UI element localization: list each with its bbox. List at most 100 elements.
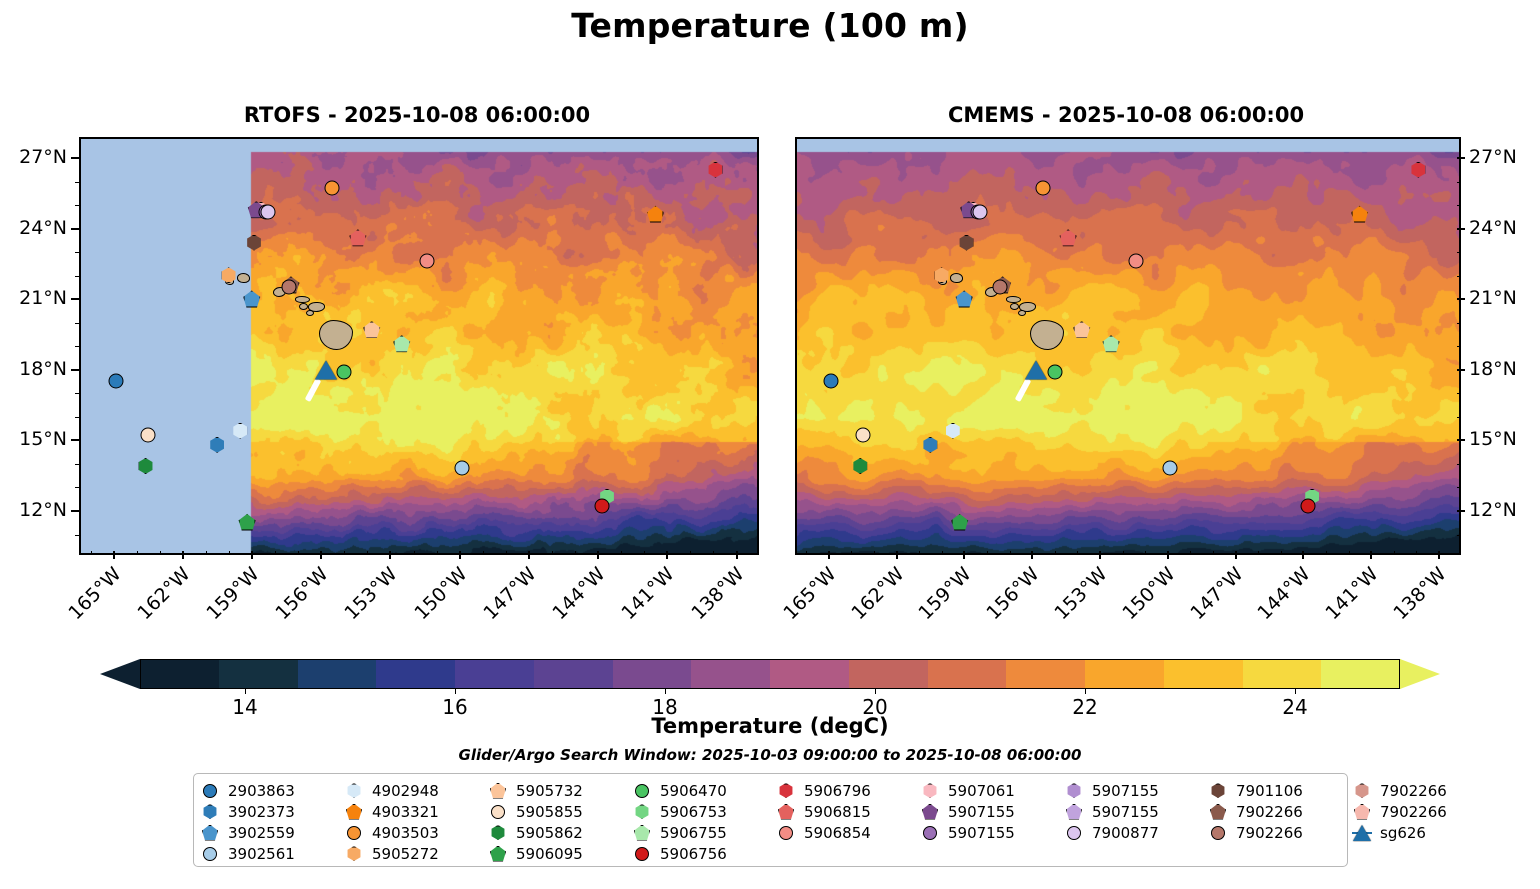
legend-item-5906854[interactable]: 5906854: [776, 822, 920, 843]
legend-item-7902266[interactable]: 7902266: [1208, 801, 1352, 822]
xtick-minor-1--142: [1348, 551, 1350, 555]
glider-marker-sg626[interactable]: [314, 360, 337, 380]
map-panel-rtofs[interactable]: [79, 137, 759, 555]
xtick-0-2: [251, 551, 254, 559]
legend-item-2903863[interactable]: 2903863: [200, 780, 344, 801]
map-marker-5906796[interactable]: [1409, 161, 1427, 179]
map-marker-2903863[interactable]: [822, 372, 840, 390]
map-marker-3902373[interactable]: [208, 436, 226, 454]
legend-marker-pentagon-icon: [200, 823, 220, 843]
colorbar-max-arrow: [1400, 659, 1440, 689]
map-marker-3902561[interactable]: [453, 459, 471, 477]
legend-item-4902948[interactable]: 4902948: [344, 780, 488, 801]
legend-item-3902559[interactable]: 3902559: [200, 822, 344, 843]
map-marker-5906755[interactable]: [393, 335, 411, 353]
legend-item-7901106[interactable]: 7901106: [1208, 780, 1352, 801]
legend-item-sg626[interactable]: sg626: [1352, 822, 1496, 843]
map-marker-7900877[interactable]: [259, 203, 277, 221]
legend-label: 4902948: [372, 781, 439, 800]
map-marker-7902266b[interactable]: [280, 278, 298, 296]
legend-item-5906815[interactable]: 5906815: [776, 801, 920, 822]
legend-item-5906756[interactable]: 5906756: [632, 843, 776, 864]
legend-item-7902266[interactable]: 7902266: [1352, 780, 1496, 801]
map-marker-5906755[interactable]: [1102, 335, 1120, 353]
map-marker-5906854[interactable]: [418, 252, 436, 270]
legend-item-5905272[interactable]: 5905272: [344, 843, 488, 864]
colorbar-segment-10: [927, 659, 1007, 689]
map-marker-5906470[interactable]: [335, 363, 353, 381]
legend-item-5907155[interactable]: 5907155: [920, 801, 1064, 822]
xtick-minor-1--158: [987, 551, 989, 555]
map-marker-5905732[interactable]: [363, 321, 381, 339]
xtick-1-1: [895, 551, 898, 559]
map-marker-5905272[interactable]: [933, 266, 951, 284]
legend-item-5906470[interactable]: 5906470: [632, 780, 776, 801]
legend-item-5905855[interactable]: 5905855: [488, 801, 632, 822]
legend-item-7902266[interactable]: 7902266: [1352, 801, 1496, 822]
map-marker-3902559[interactable]: [243, 290, 261, 308]
legend-item-5906753[interactable]: 5906753: [632, 801, 776, 822]
map-marker-5905862[interactable]: [137, 457, 155, 475]
map-marker-7901106[interactable]: [245, 234, 263, 252]
map-marker-5906815[interactable]: [1059, 229, 1077, 247]
legend-item-5906755[interactable]: 5906755: [632, 822, 776, 843]
map-marker-5906095[interactable]: [238, 513, 256, 531]
map-marker-5905855[interactable]: [854, 426, 872, 444]
map-marker-4903503[interactable]: [1034, 179, 1052, 197]
legend-item-4903321[interactable]: 4903321: [344, 801, 488, 822]
map-marker-4903321[interactable]: [1351, 205, 1369, 223]
map-marker-7900877[interactable]: [971, 203, 989, 221]
map-marker-5906756[interactable]: [593, 497, 611, 515]
legend-item-5905732[interactable]: 5905732: [488, 780, 632, 801]
map-marker-4903503[interactable]: [323, 179, 341, 197]
legend-item-5907155[interactable]: 5907155: [1064, 780, 1208, 801]
island-hawaii: [1029, 320, 1064, 351]
legend-item-5906796[interactable]: 5906796: [776, 780, 920, 801]
map-marker-5905855[interactable]: [139, 426, 157, 444]
map-marker-2903863[interactable]: [107, 372, 125, 390]
ytick-r-3: [1457, 368, 1465, 371]
legend-item-3902373[interactable]: 3902373: [200, 801, 344, 822]
map-panel-cmems[interactable]: [795, 137, 1461, 555]
map-marker-5905272[interactable]: [220, 266, 238, 284]
map-marker-5906756[interactable]: [1299, 497, 1317, 515]
map-marker-5905862[interactable]: [851, 457, 869, 475]
map-marker-5906854[interactable]: [1127, 252, 1145, 270]
glider-marker-sg626[interactable]: [1025, 360, 1048, 380]
map-marker-7902266b[interactable]: [991, 278, 1009, 296]
xtick-0-8: [666, 551, 669, 559]
map-marker-4903321[interactable]: [646, 205, 664, 223]
island-molokai: [1006, 295, 1022, 303]
xtick-minor-0--157: [298, 551, 300, 555]
colorbar-segment-6: [612, 659, 692, 689]
legend-item-5907061[interactable]: 5907061: [920, 780, 1064, 801]
colorbar[interactable]: 14 16 18 20 22 24: [100, 659, 1440, 719]
xtick-minor-0--166: [90, 551, 92, 555]
legend-item-7902266[interactable]: 7902266: [1208, 822, 1352, 843]
map-marker-5906470[interactable]: [1046, 363, 1064, 381]
legend-item-5907155[interactable]: 5907155: [1064, 801, 1208, 822]
legend-marker-circle-icon: [344, 823, 364, 843]
legend-label: 3902561: [228, 844, 295, 863]
legend-item-5907155[interactable]: 5907155: [920, 822, 1064, 843]
legend-item-3902561[interactable]: 3902561: [200, 843, 344, 864]
island-lanai: [298, 302, 308, 310]
map-marker-7901106[interactable]: [957, 234, 975, 252]
island-maui: [308, 302, 326, 312]
map-marker-3902373[interactable]: [921, 436, 939, 454]
legend-item-7900877[interactable]: 7900877: [1064, 822, 1208, 843]
legend-item-4903503[interactable]: 4903503: [344, 822, 488, 843]
legend-marker-circle-icon: [1064, 823, 1084, 843]
legend[interactable]: 2903863 3902373 3902559 3902561 4902948 49033…: [193, 773, 1447, 867]
map-marker-3902559[interactable]: [955, 290, 973, 308]
map-marker-3902561[interactable]: [1161, 459, 1179, 477]
legend-item-5905862[interactable]: 5905862: [488, 822, 632, 843]
map-marker-4902948[interactable]: [944, 422, 962, 440]
map-marker-5906815[interactable]: [349, 229, 367, 247]
map-marker-5905732[interactable]: [1073, 321, 1091, 339]
legend-item-5906095[interactable]: 5906095: [488, 843, 632, 864]
map-marker-4902948[interactable]: [231, 422, 249, 440]
map-marker-5906095[interactable]: [951, 513, 969, 531]
colorbar-segment-12: [1085, 659, 1165, 689]
map-marker-5906796[interactable]: [706, 161, 724, 179]
